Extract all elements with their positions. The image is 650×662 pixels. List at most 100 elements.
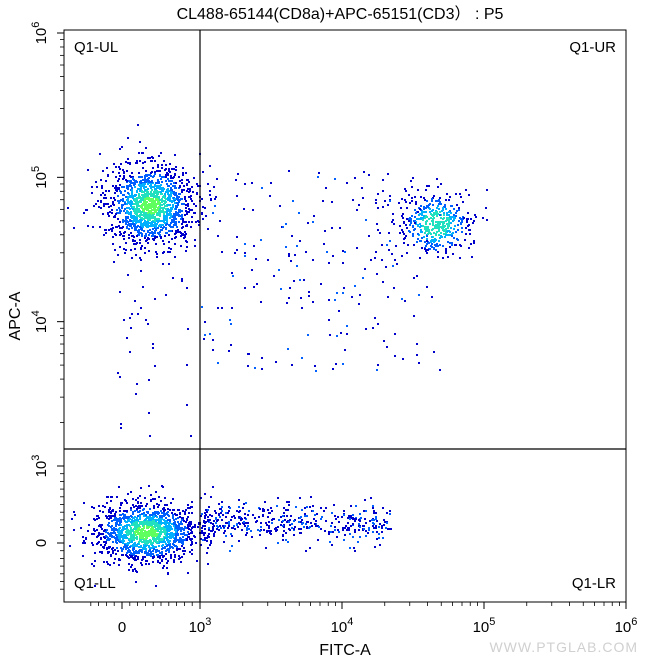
event-dot (120, 210, 122, 212)
event-dot (134, 243, 136, 245)
event-dot (132, 504, 134, 506)
event-dot (399, 232, 401, 234)
event-dot (132, 544, 134, 546)
event-dot (372, 522, 374, 524)
event-dot (110, 532, 112, 534)
event-dot (191, 216, 193, 218)
event-dot (154, 365, 156, 367)
event-dot (270, 533, 272, 535)
event-dot (129, 518, 131, 520)
event-dot (437, 251, 439, 253)
event-dot (141, 225, 143, 227)
event-dot (411, 197, 413, 199)
event-dot (174, 216, 176, 218)
event-dot (115, 226, 117, 228)
event-dot (143, 514, 145, 516)
event-dot (106, 167, 108, 169)
event-dot (142, 286, 144, 288)
event-dot (120, 199, 122, 201)
event-dot (119, 246, 121, 248)
event-dot (136, 521, 138, 523)
event-dot (182, 510, 184, 512)
event-dot (147, 219, 149, 221)
event-dot (449, 216, 451, 218)
event-dot (116, 190, 118, 192)
event-dot (206, 552, 208, 554)
event-dot (313, 518, 315, 520)
event-dot (202, 525, 204, 527)
event-dot (205, 215, 207, 217)
event-dot (165, 550, 167, 552)
event-dot (148, 234, 150, 236)
event-dot (184, 539, 186, 541)
event-dot (169, 251, 171, 253)
event-dot (384, 521, 386, 523)
event-dot (234, 528, 236, 530)
event-dot (147, 512, 149, 514)
event-dot (126, 180, 128, 182)
event-dot (186, 538, 188, 540)
event-dot (179, 537, 181, 539)
event-dot (143, 185, 145, 187)
event-dot (216, 178, 218, 180)
event-dot (181, 278, 183, 280)
event-dot (166, 512, 168, 514)
event-dot (155, 524, 157, 526)
x-tick-label: 104 (331, 616, 354, 636)
event-dot (150, 224, 152, 226)
event-dot (363, 528, 365, 530)
event-dot (144, 235, 146, 237)
event-dot (134, 510, 136, 512)
event-dot (121, 146, 123, 148)
event-dot (125, 223, 127, 225)
event-dot (144, 176, 146, 178)
event-dot (169, 520, 171, 522)
event-dot (368, 174, 370, 176)
event-dot (156, 537, 158, 539)
event-dot (141, 559, 143, 561)
event-dot (150, 531, 152, 533)
event-dot (144, 206, 146, 208)
event-dot (420, 229, 422, 231)
event-dot (352, 514, 354, 516)
event-dot (156, 182, 158, 184)
event-dot (247, 514, 249, 516)
event-dot (120, 502, 122, 504)
event-dot (181, 203, 183, 205)
event-dot (267, 516, 269, 518)
event-dot (135, 570, 137, 572)
event-dot (195, 205, 197, 207)
event-dot (288, 255, 290, 257)
event-dot (401, 198, 403, 200)
event-dot (186, 179, 188, 181)
event-dot (429, 248, 431, 250)
event-dot (373, 519, 375, 521)
event-dot (218, 503, 220, 505)
event-dot (101, 528, 103, 530)
event-dot (113, 519, 115, 521)
event-dot (436, 207, 438, 209)
event-dot (210, 542, 212, 544)
event-dot (185, 210, 187, 212)
event-dot (147, 517, 149, 519)
event-dot (205, 514, 207, 516)
event-dot (134, 556, 136, 558)
event-dot (343, 287, 345, 289)
event-dot (73, 227, 75, 229)
event-dot (131, 193, 133, 195)
event-dot (175, 230, 177, 232)
event-dot (393, 287, 395, 289)
event-dot (147, 188, 149, 190)
event-dot (185, 233, 187, 235)
event-dot (445, 220, 447, 222)
event-dot (347, 517, 349, 519)
event-dot (438, 227, 440, 229)
event-dot (372, 525, 374, 527)
event-dot (152, 157, 154, 159)
event-dot (154, 232, 156, 234)
event-dot (461, 219, 463, 221)
event-dot (126, 545, 128, 547)
event-dot (296, 265, 298, 267)
event-dot (343, 539, 345, 541)
event-dot (107, 175, 109, 177)
